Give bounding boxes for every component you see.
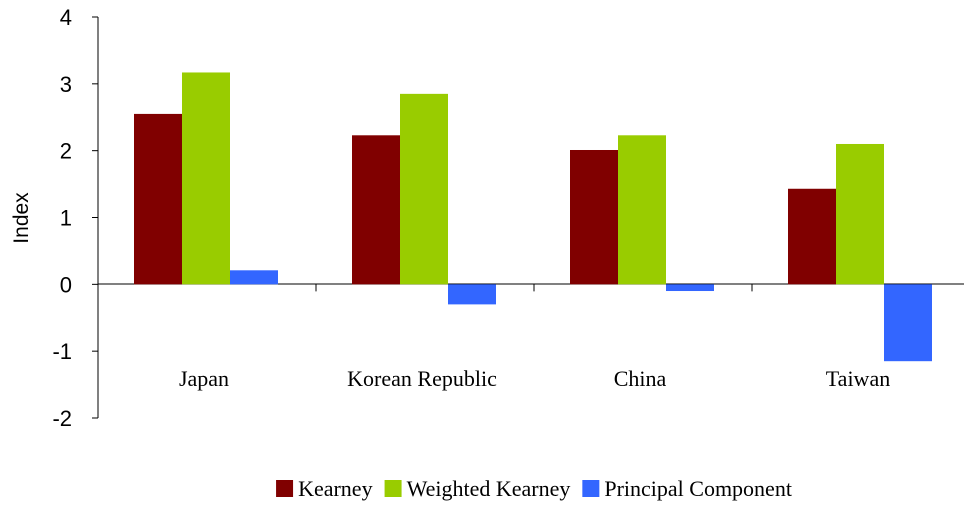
y-tick-label: 3 (60, 72, 72, 97)
legend: Kearney Weighted Kearney Principal Compone… (276, 476, 792, 501)
y-tick-label: -1 (52, 339, 72, 364)
bar-kearney-taiwan (788, 188, 836, 285)
legend-label: Principal Component (604, 476, 792, 501)
y-axis-title: Index (10, 192, 33, 244)
bar-weighted-kearney-taiwan (836, 143, 884, 285)
y-tick-label: -2 (52, 406, 72, 431)
category-label: Korean Republic (347, 366, 497, 391)
bars-group (134, 72, 932, 362)
legend-swatch-weighted-kearney (384, 480, 402, 497)
bar-kearney-korean-republic (352, 135, 400, 285)
bar-principal-component-japan (230, 270, 278, 285)
bar-principal-component-korean-republic (448, 284, 496, 305)
y-tick-label: 2 (60, 139, 72, 164)
category-label: China (614, 366, 667, 391)
bar-principal-component-china (666, 284, 714, 292)
bar-kearney-japan (134, 113, 182, 285)
bar-kearney-china (570, 149, 618, 285)
y-axis: 4 3 2 1 0 -1 -2 (52, 5, 99, 431)
bar-principal-component-taiwan (884, 284, 932, 362)
bar-weighted-kearney-china (618, 135, 666, 285)
bar-weighted-kearney-japan (182, 72, 230, 285)
legend-swatch-kearney (276, 480, 294, 497)
bar-weighted-kearney-korean-republic (400, 93, 448, 285)
category-label: Japan (179, 366, 229, 391)
legend-swatch-principal-component (582, 480, 600, 497)
legend-label: Weighted Kearney (407, 476, 571, 501)
legend-label: Kearney (298, 476, 373, 501)
y-tick-label: 0 (60, 272, 72, 297)
category-labels: Japan Korean Republic China Taiwan (179, 366, 890, 391)
y-tick-label: 1 (60, 206, 72, 231)
y-tick-label: 4 (60, 5, 72, 30)
category-label: Taiwan (826, 366, 890, 391)
x-axis (98, 283, 964, 292)
